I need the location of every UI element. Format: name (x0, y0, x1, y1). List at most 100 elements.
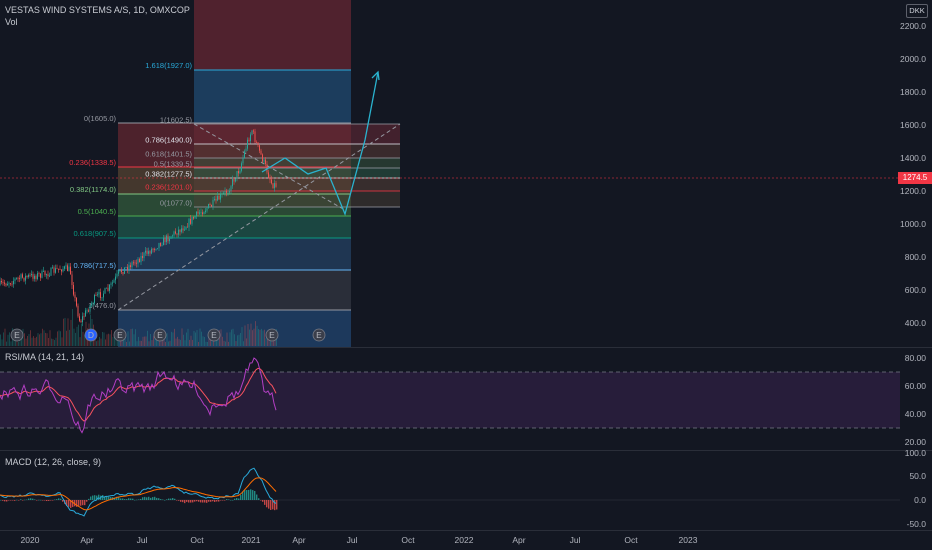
earnings-marker[interactable]: E (207, 328, 221, 342)
macd-histogram-bar (40, 499, 42, 501)
volume-bar (184, 340, 186, 346)
fib-level-label: 0(1605.0) (84, 114, 117, 123)
macd-histogram-bar (164, 499, 166, 501)
macd-axis[interactable]: 100.0 50.0 0.0 -50.0 (905, 448, 927, 529)
price-axis[interactable]: 2200.0 2000.0 1800.0 1600.0 1400.0 1200.0 1000… (900, 21, 926, 328)
price-tick-label: 2000.0 (900, 54, 926, 64)
volume-bar (192, 339, 193, 346)
price-candle (73, 285, 74, 295)
earnings-marker[interactable]: E (265, 328, 279, 342)
volume-bar (150, 333, 151, 346)
volume-bar (105, 339, 106, 346)
volume-bar (58, 330, 60, 346)
macd-legend[interactable]: MACD (12, 26, close, 9) (5, 457, 101, 467)
volume-bar (168, 341, 169, 346)
volume-bar (106, 334, 108, 346)
volume-bar (4, 328, 6, 346)
symbol-legend[interactable]: VESTAS WIND SYSTEMS A/S, 1D, OMXCOP (5, 5, 190, 15)
volume-bar (94, 339, 96, 346)
price-candle (178, 229, 179, 235)
macd-histogram-bar (138, 499, 140, 500)
price-candle (247, 139, 248, 149)
volume-bar (145, 336, 147, 346)
price-candle (134, 262, 136, 264)
macd-histogram-bar (148, 496, 150, 500)
price-candle (194, 216, 196, 219)
volume-bar (55, 337, 57, 346)
volume-bar (135, 329, 136, 346)
macd-histogram-bar (124, 499, 126, 500)
price-candle (61, 269, 62, 272)
macd-histogram-bar (58, 498, 60, 500)
volume-bar (82, 331, 84, 346)
earnings-marker[interactable]: E (312, 328, 326, 342)
volume-legend[interactable]: Vol (5, 17, 18, 27)
volume-bar (148, 341, 150, 346)
price-candle (262, 154, 263, 162)
current-price-tag: 1274.5 (898, 172, 932, 184)
earnings-marker[interactable]: E (153, 328, 167, 342)
volume-bar (177, 336, 178, 346)
price-candle (14, 278, 16, 281)
volume-bar (186, 332, 187, 346)
macd-histogram-bar (2, 500, 4, 501)
macd-histogram-bar (42, 500, 44, 501)
volume-bar (48, 337, 49, 346)
volume-bar (69, 329, 70, 346)
rsi-label: RSI/MA (14, 21, 14) (5, 352, 85, 362)
volume-bar (165, 341, 166, 346)
price-candle (64, 266, 65, 269)
macd-histogram-bar (270, 500, 272, 510)
macd-histogram-bar (132, 498, 134, 500)
macd-histogram-bar (176, 500, 178, 501)
macd-histogram-bar (234, 498, 236, 500)
currency-label[interactable]: DKK (906, 4, 928, 18)
price-candle (23, 277, 25, 281)
rsi-axis[interactable]: 80.00 60.00 40.00 20.00 (905, 353, 927, 447)
earnings-marker[interactable]: E (113, 328, 127, 342)
macd-histogram-bar (156, 497, 158, 500)
volume-bar (166, 333, 168, 346)
price-candle (271, 179, 272, 184)
time-axis[interactable]: 2020 Apr Jul Oct 2021 Apr Jul Oct 2022 Apr Jul Oct 2… (21, 535, 698, 545)
macd-histogram-bar (76, 500, 78, 507)
volume-bar (274, 338, 276, 346)
dividend-marker[interactable]: D (84, 328, 98, 342)
macd-histogram-bar (108, 496, 110, 500)
price-candle (118, 271, 119, 274)
price-candle (275, 183, 277, 187)
macd-histogram-bar (268, 500, 270, 509)
rsi-legend[interactable]: RSI/MA (14, 21, 14) (5, 352, 84, 362)
earnings-marker[interactable]: E (10, 328, 24, 342)
price-candle (89, 305, 91, 312)
time-tick-label: Jul (570, 535, 581, 545)
price-candle (185, 226, 187, 230)
fib-retracement-small[interactable] (194, 124, 400, 207)
price-candle (47, 274, 49, 277)
symbol-title: VESTAS WIND SYSTEMS A/S, 1D, OMXCOP (5, 5, 190, 15)
volume-bar (73, 328, 75, 346)
price-candle (167, 235, 169, 242)
macd-tick-label: 100.0 (905, 448, 927, 458)
price-candle (86, 310, 88, 312)
price-candles[interactable] (0, 128, 277, 327)
macd-histogram-bar (72, 500, 74, 507)
price-candle (28, 274, 29, 277)
fib-level-label: 1.618(1927.0) (145, 61, 192, 70)
volume-bar (163, 336, 165, 346)
price-candle (163, 237, 164, 246)
volume-bar (43, 330, 45, 346)
time-tick-label: Apr (80, 535, 93, 545)
macd-histogram-bar (230, 499, 232, 501)
macd-histogram-bar (34, 499, 36, 500)
macd-histogram-bar (240, 495, 242, 500)
price-candle (155, 249, 157, 250)
volume-bar (7, 334, 9, 346)
price-candle (8, 283, 10, 285)
price-candle (268, 172, 269, 178)
price-candle (137, 258, 139, 264)
macd-histogram-bar (166, 499, 168, 500)
